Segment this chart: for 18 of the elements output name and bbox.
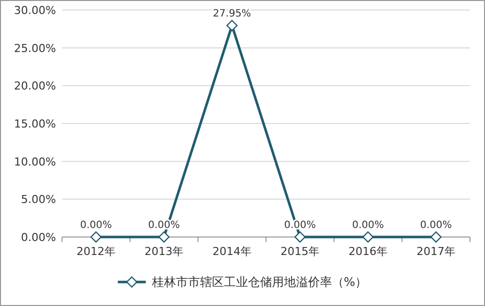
data-label: 0.00%	[420, 220, 452, 231]
y-tick-label: 5.00%	[21, 193, 56, 206]
y-tick-label: 0.00%	[21, 231, 56, 244]
y-tick-label: 10.00%	[14, 155, 56, 168]
x-tick-label: 2012年	[76, 245, 116, 258]
y-tick-label: 20.00%	[14, 80, 56, 93]
x-tick-label: 2015年	[280, 245, 320, 258]
y-tick-label: 15.00%	[14, 118, 56, 130]
data-label: 27.95%	[212, 8, 252, 20]
x-tick-label: 2017年	[416, 245, 456, 258]
x-tick-label: 2016年	[348, 245, 388, 258]
y-tick-label: 25.00%	[14, 42, 56, 55]
y-tick-label: 30.00%	[14, 4, 56, 17]
x-tick-label: 2013年	[144, 245, 184, 258]
data-label: 0.00%	[352, 220, 384, 231]
x-tick-label: 2014年	[212, 245, 252, 258]
data-label: 0.00%	[80, 220, 112, 231]
legend: 桂林市市辖区工业仓储用地溢价率（%）	[118, 275, 368, 289]
